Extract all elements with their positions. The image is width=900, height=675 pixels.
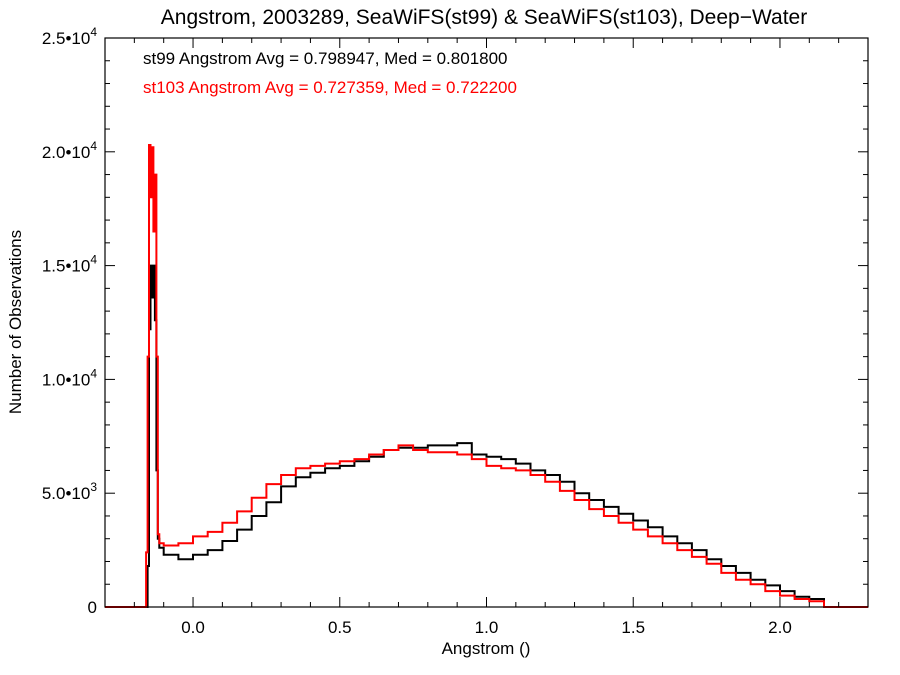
series-line-0 [105,264,868,608]
plot-frame [104,37,869,608]
y-tick-label: 2.0•104 [42,139,98,162]
x-tick-label: 0.5 [328,618,352,637]
y-tick-label: 0 [88,598,97,617]
x-tick-label: 1.0 [475,618,499,637]
legend-st103: st103 Angstrom Avg = 0.727359, Med = 0.7… [143,78,517,97]
series-line-1 [105,144,868,608]
x-axis-label: Angstrom () [442,639,531,658]
chart-title: Angstrom, 2003289, SeaWiFS(st99) & SeaWi… [161,6,807,29]
x-tick-label: 1.5 [621,618,645,637]
y-axis-label: Number of Observations [6,230,25,414]
plot-area [105,144,868,608]
x-axis: 0.0 0.5 1.0 1.5 2.0 [104,38,869,637]
x-tick-label: 0.0 [181,618,205,637]
y-tick-label: 5.0•103 [42,480,98,503]
y-tick-label: 1.5•104 [42,253,98,276]
y-axis: 0 5.0•103 1.0•104 1.5•104 2.0•104 2.5•104 [42,25,868,617]
y-tick-label: 1.0•104 [42,366,98,389]
y-tick-label: 2.5•104 [42,25,98,48]
x-tick-label: 2.0 [768,618,792,637]
legend-st99: st99 Angstrom Avg = 0.798947, Med = 0.80… [143,49,508,68]
